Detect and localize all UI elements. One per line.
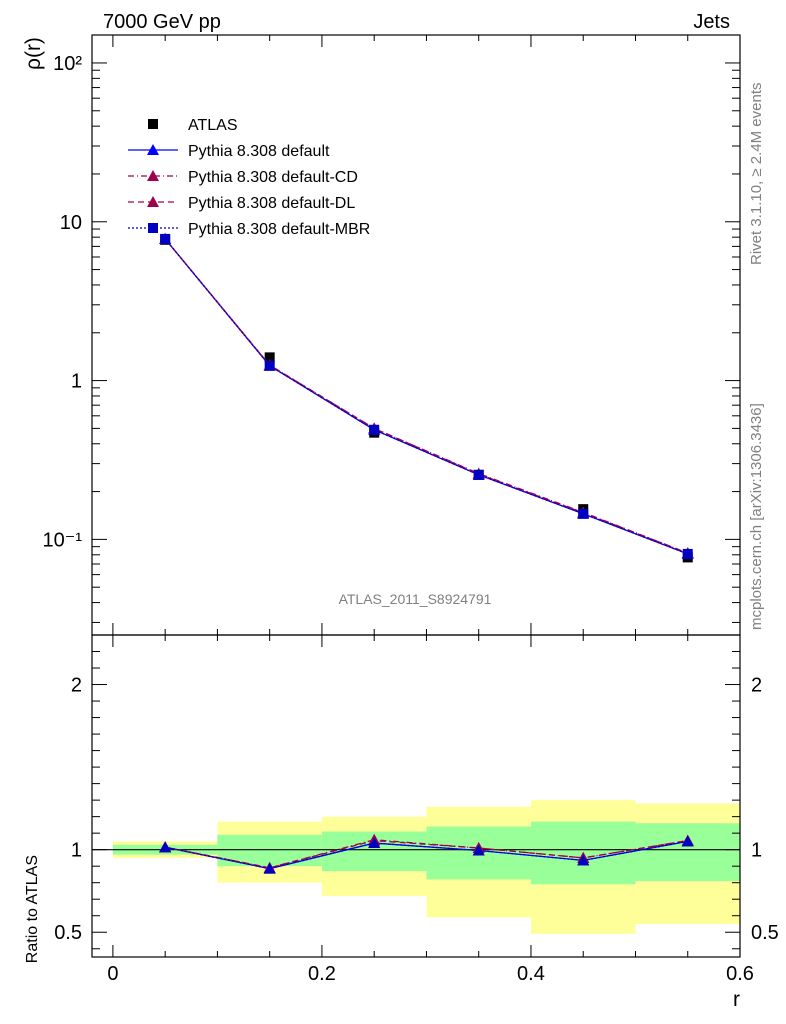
ratio-point-3 (159, 841, 172, 853)
ratio-point-3 (681, 835, 694, 847)
y-tick-label: 1 (71, 371, 82, 393)
ratio-xlabel: r (733, 988, 740, 1011)
legend-marker (147, 170, 159, 181)
watermark: ATLAS_2011_S8924791 (339, 591, 492, 607)
legend-label: ATLAS (188, 117, 238, 134)
legend-label: Pythia 8.308 default (188, 143, 330, 160)
legend-marker (148, 119, 158, 129)
series-point-4 (473, 469, 484, 480)
side-label-mcplots: mcplots.cern.ch [arXiv:1306.3436] (748, 403, 765, 630)
series-line-2 (164, 238, 688, 554)
x-tick-label: 0.4 (517, 963, 545, 985)
x-tick-label: 0.6 (726, 963, 754, 985)
series-point-4 (264, 360, 275, 371)
series-point-4 (578, 508, 589, 519)
legend-marker (147, 144, 159, 155)
ratio-y-tick-label: 0.5 (54, 922, 82, 944)
ratio-line-3 (165, 840, 688, 870)
legend-marker (147, 196, 159, 207)
ratio-point-3 (263, 862, 276, 874)
ratio-panel: 0 0.2 0.4 0.6 0.5 0.5 1 1 2 2 (54, 634, 779, 985)
ratio-y-tick-label: 1 (71, 840, 82, 862)
y-tick-label: 10 (60, 212, 82, 234)
ratio-y-tick-label-right: 0.5 (751, 922, 779, 944)
series-line-1 (164, 238, 688, 555)
main-panel: 10⁻¹ 1 10 10² ATLAS Pythia 8.308 default Pythi… (43, 34, 741, 636)
legend-marker (148, 223, 158, 233)
ratio-frame (91, 634, 741, 958)
ratio-point-3 (577, 854, 590, 866)
ratio-point-3 (368, 837, 381, 849)
header-left: 7000 GeV pp (103, 11, 221, 33)
y-tick-label: 10⁻¹ (43, 529, 83, 551)
atlas-point (264, 352, 275, 363)
series-line-4 (164, 238, 688, 555)
ratio-y-tick-label-right: 2 (751, 675, 762, 697)
series-point-4 (369, 424, 380, 435)
ratio-line-2 (165, 839, 688, 869)
side-label-rivet: Rivet 3.1.10, ≥ 2.4M events (748, 83, 765, 266)
legend-label: Pythia 8.308 default-MBR (188, 221, 370, 238)
header-right: Jets (693, 11, 730, 33)
legend-label: Pythia 8.308 default-DL (188, 195, 355, 212)
series-point-4 (682, 548, 693, 559)
ratio-y-tick-label-right: 1 (751, 840, 762, 862)
x-tick-label: 0 (107, 963, 118, 985)
series-point-4 (160, 233, 171, 244)
ratio-band-inner-5 (635, 823, 740, 882)
ratio-ylabel: Ratio to ATLAS (24, 855, 41, 963)
series-line-3 (164, 238, 688, 554)
ratio-y-tick-label: 2 (71, 675, 82, 697)
legend-label: Pythia 8.308 default-CD (188, 169, 358, 186)
x-tick-label: 0.2 (308, 963, 336, 985)
y-tick-label: 10² (53, 53, 82, 75)
main-ylabel: ρ(r) (22, 37, 45, 70)
ratio-point-3 (472, 844, 485, 856)
